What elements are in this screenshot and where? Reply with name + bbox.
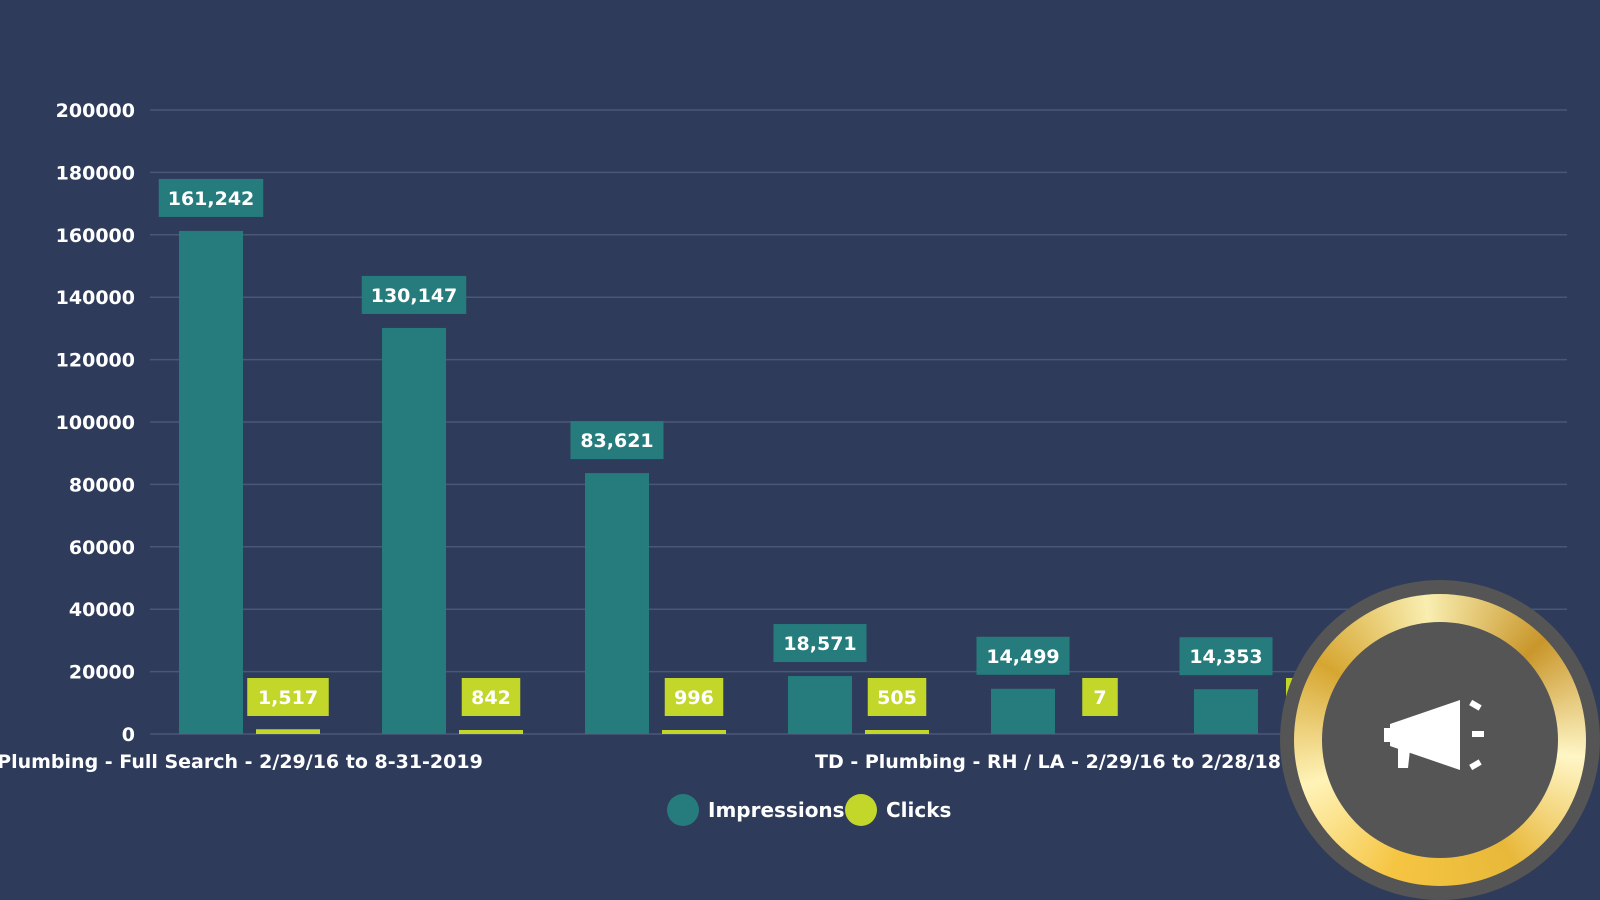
data-label-impressions: 83,621 [580,430,653,452]
legend-swatch-clicks [845,794,877,826]
data-label-box-clicks [461,678,521,716]
bar-clicks[interactable] [662,730,726,734]
data-label-box-impressions [1179,637,1273,676]
data-label-clicks: 996 [674,687,714,709]
x-label-0: Plumbing - Full Search - 2/29/16 to 8-31… [0,751,483,773]
data-label-impressions: 130,147 [371,285,458,307]
bar-impressions[interactable] [179,230,243,734]
legend-swatch-impressions [667,794,699,826]
bars [179,230,1258,734]
bar-impressions[interactable] [585,473,649,734]
data-label-box-clicks [247,678,329,716]
y-tick-label: 60000 [69,537,135,559]
legend-item-impressions[interactable]: Impressions [667,794,845,826]
x-axis: Plumbing - Full Search - 2/29/16 to 8-31… [0,751,1328,773]
megaphone-icon [1384,699,1484,771]
data-label-box-clicks [664,678,724,716]
y-tick-label: 0 [122,724,135,746]
data-label-impressions: 18,571 [783,633,856,655]
bar-impressions[interactable] [788,676,852,734]
data-label-impressions: 14,499 [986,646,1059,668]
megaphone-badge-button[interactable] [1280,580,1600,900]
badge-center [1322,622,1558,858]
data-label-impressions: 14,353 [1189,646,1262,668]
data-label-box-clicks [1082,678,1118,716]
y-tick-label: 80000 [69,474,135,496]
x-label-1: TD - Plumbing - RH / LA - 2/29/16 to 2/2… [815,751,1328,773]
data-label-box-impressions [158,178,264,217]
data-labels: 161,242 1,517 130,147 842 83,621 996 18,571 505… [158,178,1320,716]
legend-label-clicks: Clicks [886,798,951,822]
data-label-impressions: 161,242 [168,188,255,210]
bar-impressions[interactable] [382,327,446,734]
y-tick-label: 180000 [56,162,135,184]
data-label-clicks: 1,517 [258,687,318,709]
legend-label-impressions: Impressions [708,798,845,822]
y-tick-label: 120000 [56,350,135,372]
data-label-box-impressions [570,421,664,460]
legend-item-clicks[interactable]: Clicks [845,794,951,826]
y-tick-label: 200000 [56,100,135,122]
data-label-clicks: 505 [877,687,917,709]
y-tick-label: 140000 [56,287,135,309]
y-tick-label: 100000 [56,412,135,434]
y-tick-label: 160000 [56,225,135,247]
data-label-clicks: 7 [1093,687,1106,709]
y-axis: 0 20000 40000 60000 80000 100000 120000 140000 1… [56,100,135,746]
legend: Impressions Clicks [667,794,951,826]
bar-clicks[interactable] [865,730,929,734]
data-label-box-clicks [867,678,927,716]
bar-impressions[interactable] [1194,689,1258,734]
data-label-box-impressions [773,624,867,663]
data-label-clicks: 842 [471,687,511,709]
data-label-box-impressions [361,275,467,314]
data-label-box-impressions [976,636,1070,675]
bar-clicks[interactable] [256,729,320,734]
y-tick-label: 40000 [69,599,135,621]
bar-impressions[interactable] [991,688,1055,734]
y-tick-label: 20000 [69,662,135,684]
bar-clicks[interactable] [459,730,523,734]
